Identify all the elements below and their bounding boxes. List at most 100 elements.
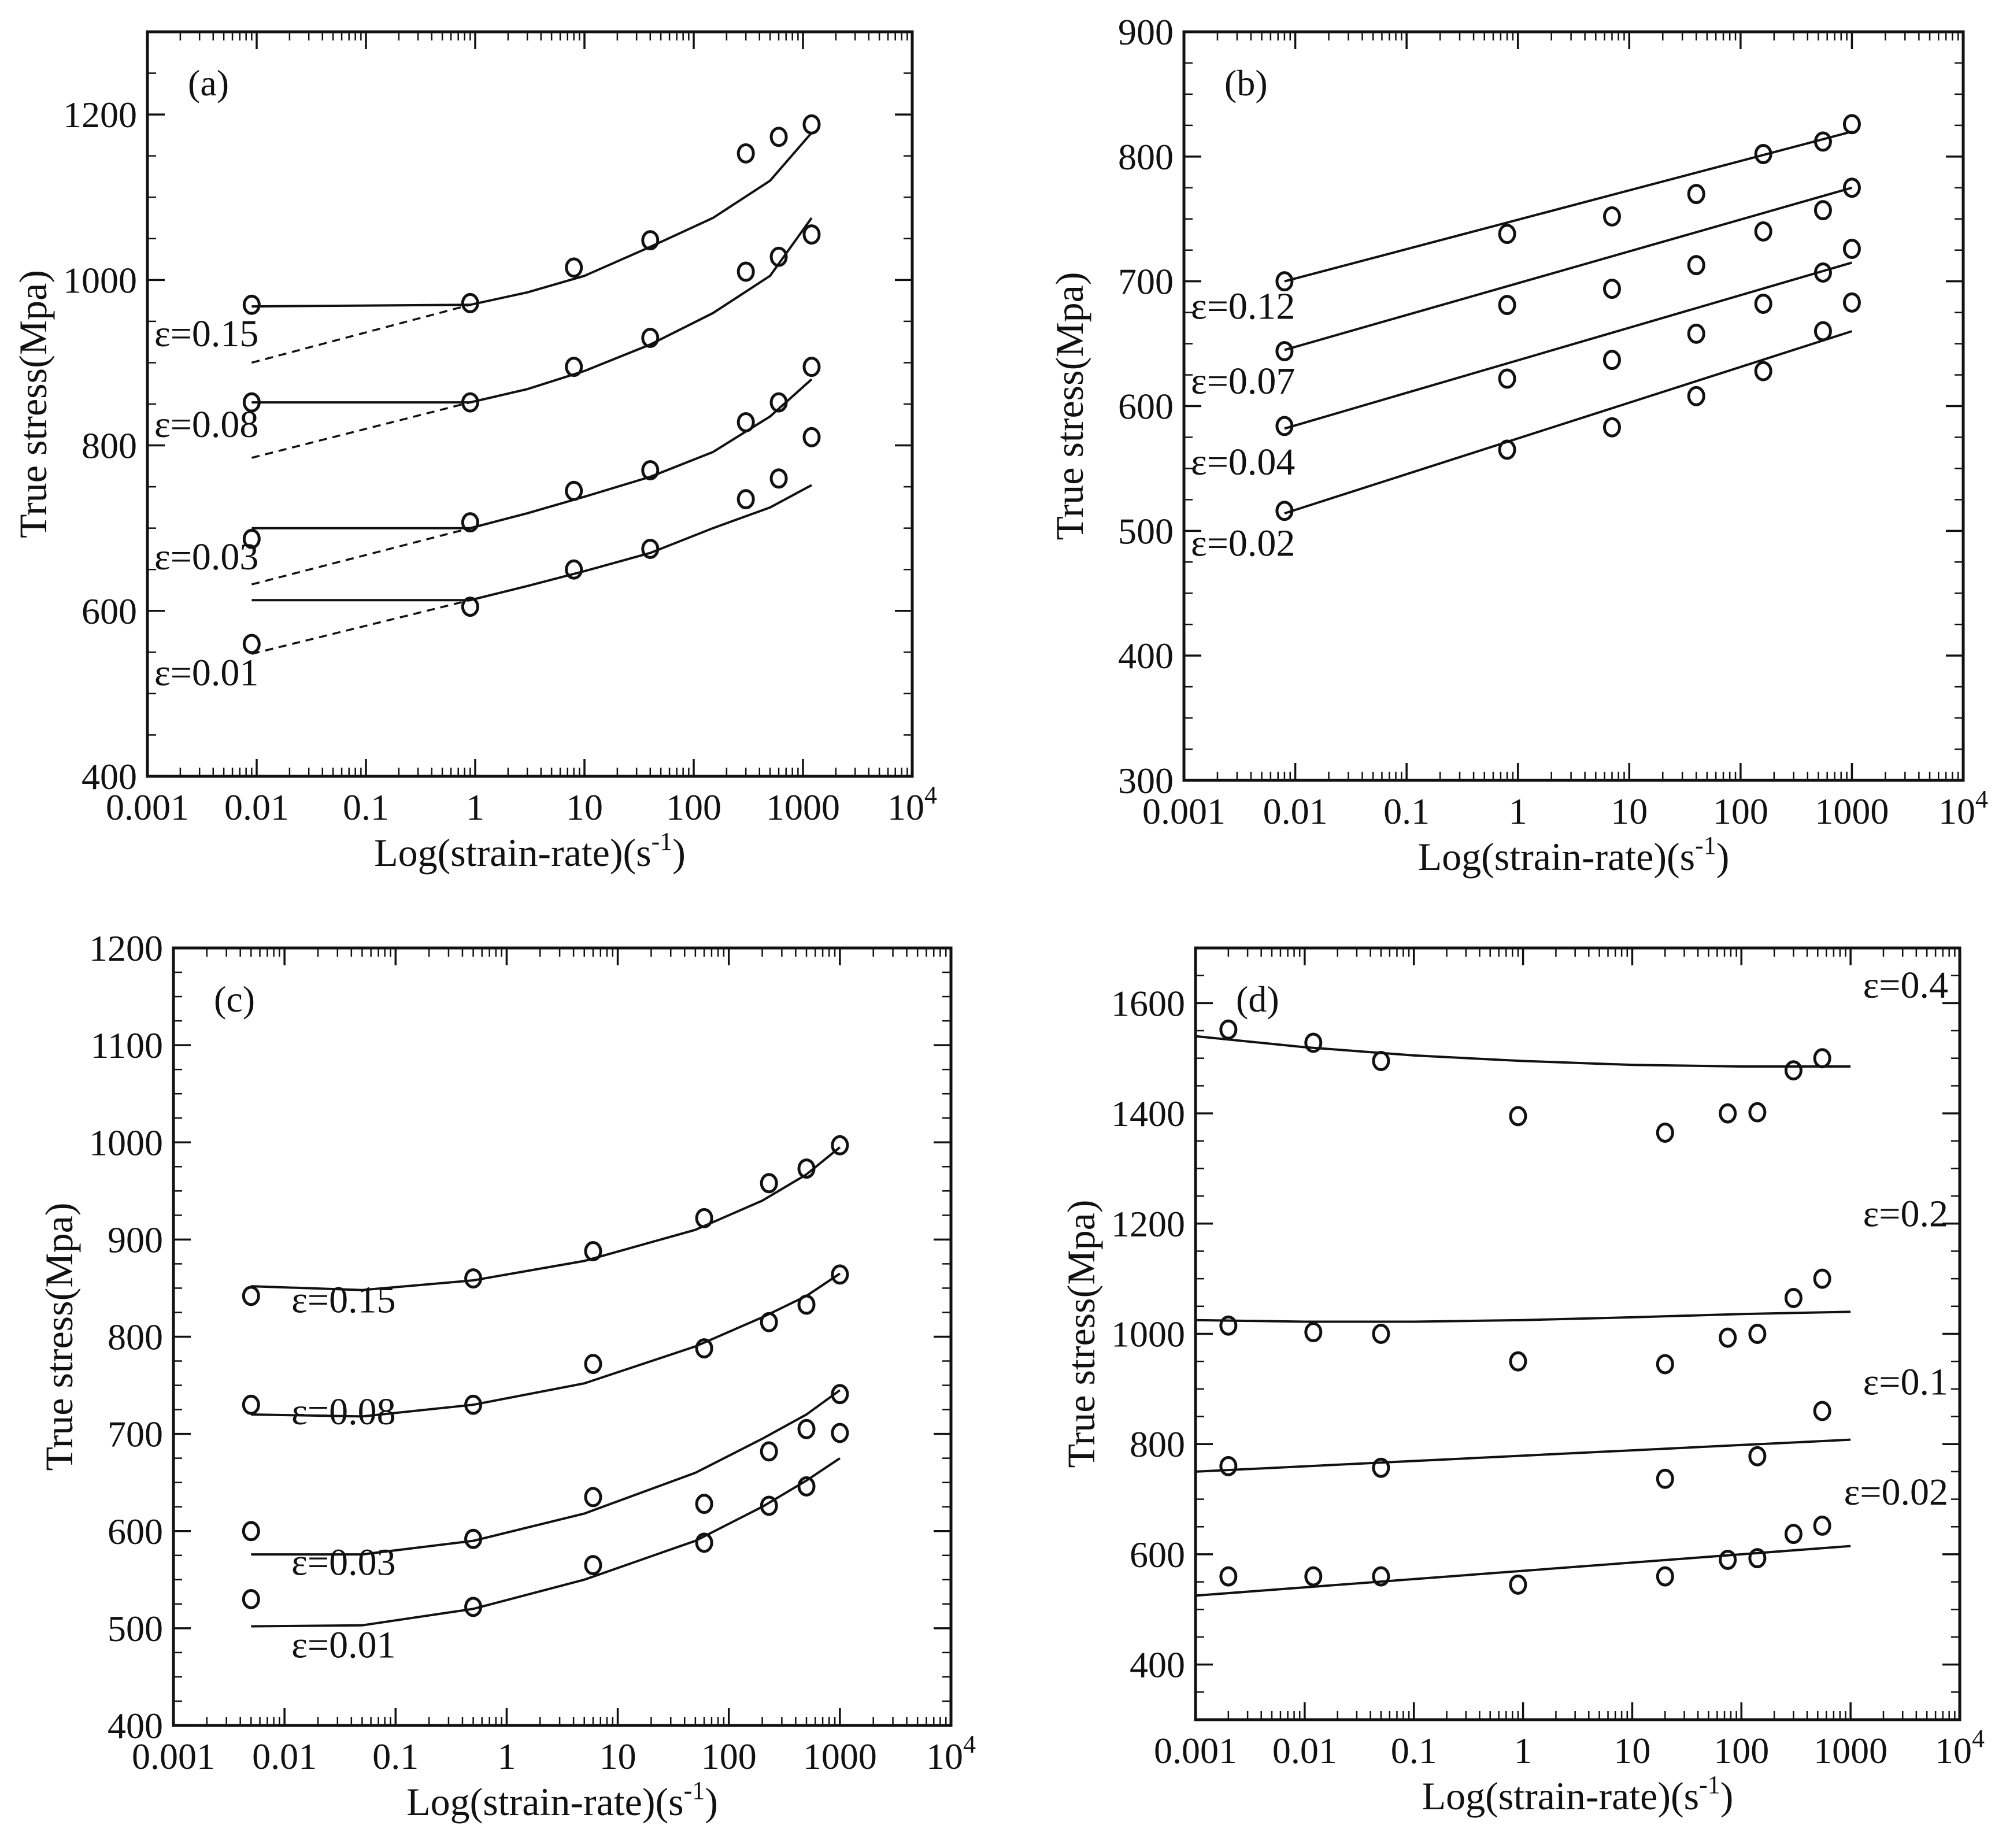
x-tick-label: 0.001: [106, 787, 189, 828]
data-point: [769, 392, 788, 413]
data-point: [461, 512, 479, 533]
data-point: [1372, 1050, 1390, 1071]
series-0: [1275, 114, 1861, 292]
fit-line: [251, 1389, 841, 1556]
y-tick-label: 700: [1118, 261, 1174, 302]
data-point: [831, 1423, 849, 1443]
strain-annotation: ε=0.1: [1863, 1361, 1948, 1403]
data-point: [1784, 1060, 1803, 1081]
x-tick-label: 1: [466, 787, 484, 828]
y-tick-label: 1600: [1111, 983, 1185, 1024]
data-point: [1372, 1324, 1390, 1344]
data-point: [1304, 1032, 1323, 1053]
panel-chart2: (c) 0.001 0.01 0.1 1 10 100 1000 104 400 500 600 700…: [37, 928, 976, 1824]
data-point: [641, 230, 660, 251]
data-point: [1687, 255, 1705, 276]
series-1: [242, 1264, 849, 1418]
y-tick-label: 800: [82, 425, 137, 466]
data-point: [769, 468, 788, 489]
x-tick-label: 10: [1611, 791, 1648, 832]
panel-chart1: (b) 0.001 0.01 0.1 1 10 100 1000 104 300 400 500 600…: [1048, 12, 1988, 879]
x-tick-label: 1000: [1813, 1730, 1887, 1771]
series-0: [242, 114, 821, 364]
data-point: [760, 1441, 778, 1462]
data-point: [1275, 341, 1294, 362]
series-3: [242, 1423, 849, 1628]
series-3: [1195, 1515, 1851, 1597]
y-tick-label: 300: [1118, 760, 1174, 801]
data-point: [1275, 501, 1294, 521]
data-point: [1687, 323, 1705, 344]
data-point: [695, 1532, 713, 1553]
data-point: [464, 1268, 483, 1289]
y-tick-label: 1100: [90, 1025, 163, 1066]
y-tick-label: 800: [1130, 1424, 1185, 1465]
fit-line: [1195, 1035, 1851, 1068]
data-point: [1275, 271, 1294, 292]
x-axis-label: Log(strain-rate)(s-1): [1418, 831, 1730, 879]
strain-annotation: ε=0.02: [1191, 523, 1295, 565]
data-point: [1509, 1106, 1527, 1127]
data-point: [1304, 1566, 1323, 1587]
data-point: [1219, 1456, 1238, 1476]
panel-label: (a): [188, 62, 229, 103]
data-point: [769, 246, 788, 267]
y-tick-label: 900: [1118, 12, 1174, 53]
data-point: [242, 1588, 260, 1609]
data-point: [797, 1476, 816, 1497]
data-point: [1602, 279, 1621, 299]
series-2: [1195, 1401, 1851, 1489]
data-point: [831, 1384, 849, 1405]
y-tick-label: 700: [108, 1414, 163, 1455]
y-tick-label: 1200: [89, 928, 163, 969]
data-point: [1748, 1548, 1767, 1569]
panel-label: (c): [214, 979, 255, 1020]
strain-annotation: ε=0.03: [154, 536, 258, 578]
data-point: [1813, 1401, 1831, 1421]
x-tick-label: 100: [1713, 791, 1768, 832]
data-point: [695, 1338, 713, 1359]
x-tick-label: 1000: [766, 787, 840, 828]
y-tick-label: 800: [1118, 136, 1174, 177]
fit-line: [1195, 1545, 1851, 1597]
data-point: [464, 1394, 483, 1415]
y-tick-label: 1000: [1111, 1314, 1185, 1355]
x-tick-label: 104: [1935, 1724, 1985, 1771]
data-point: [769, 127, 788, 147]
data-point: [736, 489, 755, 510]
y-axis-label: True stress(Mpa): [1059, 1199, 1103, 1468]
data-point: [1275, 416, 1294, 436]
data-point: [641, 328, 660, 349]
data-point: [464, 1597, 483, 1617]
data-point: [1754, 294, 1772, 314]
x-tick-label: 0.1: [1383, 791, 1430, 832]
series-2: [1275, 239, 1861, 436]
data-point: [736, 143, 755, 164]
panel-chart0: (a) 0.001 0.01 0.1 1 10 100 1000 104 400 600 800 100…: [11, 30, 937, 875]
x-tick-label: 0.1: [1391, 1730, 1437, 1771]
y-tick-label: 600: [1118, 386, 1174, 427]
data-point: [1719, 1549, 1737, 1570]
data-point: [1842, 239, 1861, 260]
x-tick-label: 10: [566, 787, 603, 828]
x-tick-label: 1: [1514, 1730, 1533, 1771]
strain-annotation: ε=0.08: [154, 403, 258, 446]
data-point: [461, 292, 479, 313]
data-point: [1602, 417, 1621, 438]
fit-line: [1195, 1438, 1851, 1473]
strain-annotation: ε=0.07: [1191, 360, 1295, 402]
data-point: [584, 1555, 602, 1576]
data-point: [1719, 1103, 1737, 1124]
x-axis-label: Log(strain-rate)(s-1): [374, 827, 686, 875]
y-tick-label: 1000: [63, 260, 137, 301]
x-tick-label: 0.01: [252, 1736, 317, 1777]
fit-line: [1195, 1310, 1851, 1323]
data-point: [1748, 1446, 1767, 1466]
series-1: [1275, 177, 1861, 362]
data-point: [242, 1394, 260, 1415]
data-point: [1813, 1048, 1831, 1069]
strain-annotation: ε=0.15: [291, 1279, 395, 1321]
y-tick-label: 1200: [1111, 1203, 1185, 1245]
extrapolation-line: [251, 401, 471, 459]
data-point: [831, 1264, 849, 1285]
